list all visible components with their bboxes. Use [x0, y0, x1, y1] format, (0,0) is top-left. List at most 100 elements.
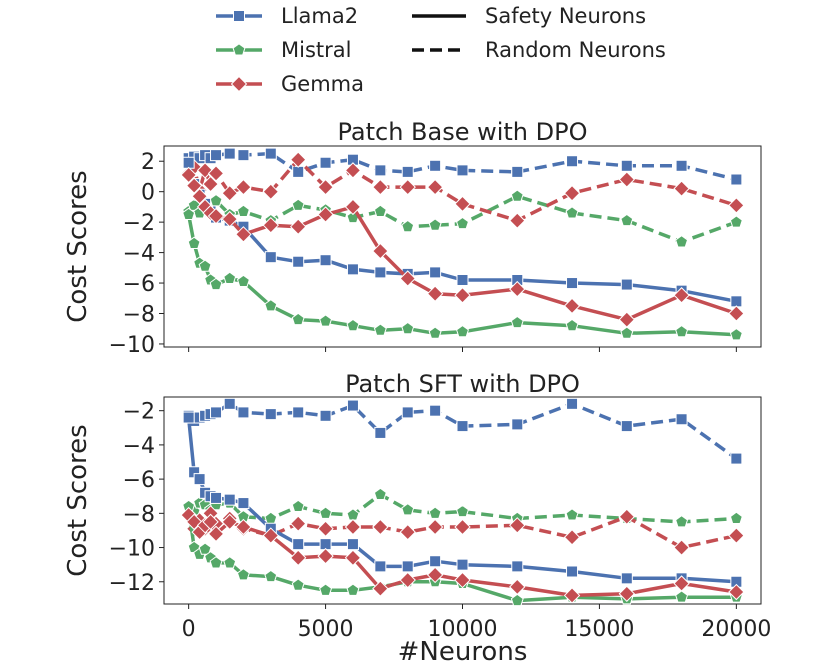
top-llama2-safety-point	[182, 156, 195, 169]
bottom-llama2-safety-series	[182, 411, 743, 588]
bottom-llama2-random-point	[566, 397, 579, 410]
top-mistral-safety-point	[346, 318, 360, 332]
bottom-gemma-safety-point	[618, 585, 636, 602]
bottom-gemma-safety-point	[509, 578, 526, 596]
top-gemma-safety-point	[618, 311, 636, 328]
top-gemma-safety-point	[207, 207, 225, 225]
bottom-chart-title: Patch SFT with DPO	[345, 370, 580, 398]
top-gemma-random-point	[673, 180, 690, 197]
top-mistral-safety-point	[373, 323, 387, 336]
legend-llama2-label: Llama2	[281, 4, 358, 28]
top-gemma-safety-point	[191, 188, 208, 205]
bottom-gemma-safety-series	[180, 506, 745, 604]
bottom-y-tick-label: −10	[109, 537, 155, 562]
bottom-llama2-safety-point	[511, 560, 524, 573]
top-y-tick-label: −10	[109, 333, 155, 358]
bottom-gemma-random-point	[344, 518, 362, 536]
top-gemma-safety-point	[185, 177, 203, 194]
top-mistral-safety-point	[510, 315, 524, 329]
top-mistral-random-point	[510, 189, 524, 202]
top-mistral-random-point	[401, 219, 415, 233]
top-llama2-random-point	[223, 147, 236, 160]
bottom-mistral-safety-point	[198, 542, 212, 555]
top-gemma-safety-point	[289, 218, 307, 235]
bottom-llama2-random-point	[730, 452, 743, 465]
top-llama2-random-point	[620, 159, 633, 172]
bottom-llama2-safety-point	[566, 565, 579, 578]
top-gemma-safety-point	[728, 305, 745, 322]
bottom-gemma-random-point	[317, 520, 334, 537]
bottom-mistral-random-point	[319, 506, 333, 519]
bottom-gemma-safety-point	[262, 527, 280, 544]
top-mistral-random-point	[620, 213, 634, 227]
bottom-llama2-safety-point	[182, 411, 195, 424]
top-gemma-safety-point	[344, 198, 362, 216]
bottom-gemma-safety-point	[673, 575, 690, 592]
bottom-gemma-random-point	[399, 523, 416, 541]
bottom-x-tick-label: 0	[182, 617, 196, 642]
top-gemma-safety-point	[180, 166, 197, 184]
top-gemma-random-point	[426, 178, 444, 196]
top-llama2-safety-point	[374, 266, 387, 279]
top-gemma-random-point	[221, 184, 238, 202]
top-llama2-random-point	[264, 147, 277, 160]
top-gemma-random-point	[235, 178, 252, 196]
bottom-gemma-safety-point	[317, 547, 334, 565]
bottom-x-tick-label: 5000	[298, 617, 354, 642]
top-gemma-random-point	[509, 212, 526, 229]
top-llama2-random-point	[429, 159, 442, 172]
bottom-llama2-random-point	[346, 399, 359, 412]
top-y-tick-label: 0	[141, 181, 155, 206]
top-gemma-safety-point	[673, 287, 690, 304]
bottom-llama2-random-point	[675, 413, 688, 426]
bottom-y-axis-label: Cost Scores	[63, 424, 93, 576]
bottom-gemma-safety-point	[207, 525, 225, 543]
top-mistral-random-point	[428, 218, 442, 231]
bottom-mistral-random-point	[565, 508, 579, 521]
bottom-gemma-random-point	[454, 518, 471, 536]
bottom-mistral-safety-point	[223, 556, 237, 569]
bottom-mistral-safety-point	[675, 590, 689, 603]
top-gemma-safety-point	[509, 280, 526, 298]
legend-mistral-marker	[232, 43, 246, 56]
bottom-gemma-safety-point	[563, 587, 581, 604]
top-mistral-safety-point	[319, 314, 333, 327]
top-mistral-random-point	[565, 206, 579, 219]
bottom-llama2-random-point	[511, 418, 524, 431]
top-y-tick-label: −8	[123, 303, 155, 328]
top-mistral-safety-series	[182, 207, 743, 341]
bottom-llama2-safety-point	[429, 555, 442, 568]
bottom-gemma-safety-point	[454, 571, 471, 589]
top-llama2-safety-point	[620, 278, 633, 291]
bottom-mistral-random-point	[675, 515, 689, 528]
top-mistral-safety-point	[264, 299, 278, 312]
bottom-x-tick-label: 15000	[564, 617, 634, 642]
top-mistral-safety-point	[198, 259, 212, 272]
top-mistral-random-point	[675, 235, 689, 248]
bottom-llama2-random-series	[182, 397, 743, 465]
bottom-gemma-random-point	[372, 518, 389, 536]
top-mistral-safety-point	[223, 271, 237, 284]
bottom-gemma-safety-point	[399, 571, 416, 589]
bottom-y-tick-label: −8	[123, 502, 155, 527]
top-llama2-safety-point	[730, 295, 743, 308]
top-gemma-random-point	[728, 197, 745, 214]
top-mistral-safety-point	[565, 318, 579, 332]
bottom-gemma-random-point	[563, 529, 581, 546]
bottom-y-tick-label: −6	[123, 468, 155, 493]
bottom-mistral-safety-point	[319, 583, 333, 596]
top-y-tick-label: −2	[123, 211, 155, 236]
top-y-tick-label: −4	[123, 242, 155, 267]
bottom-gemma-safety-point	[728, 583, 745, 601]
bottom-mistral-random-point	[428, 506, 442, 519]
bottom-x-tick-label: 10000	[428, 617, 498, 642]
top-mistral-random-point	[236, 204, 250, 217]
top-llama2-random-point	[374, 164, 387, 177]
top-gemma-random-point	[207, 165, 225, 182]
bottom-llama2-safety-point	[346, 538, 359, 551]
bottom-mistral-random-point	[456, 504, 469, 518]
legend-gemma-marker	[230, 75, 248, 93]
top-mistral-safety-point	[675, 324, 689, 338]
bottom-mistral-safety-point	[236, 568, 250, 581]
bottom-llama2-safety-point	[210, 491, 223, 504]
